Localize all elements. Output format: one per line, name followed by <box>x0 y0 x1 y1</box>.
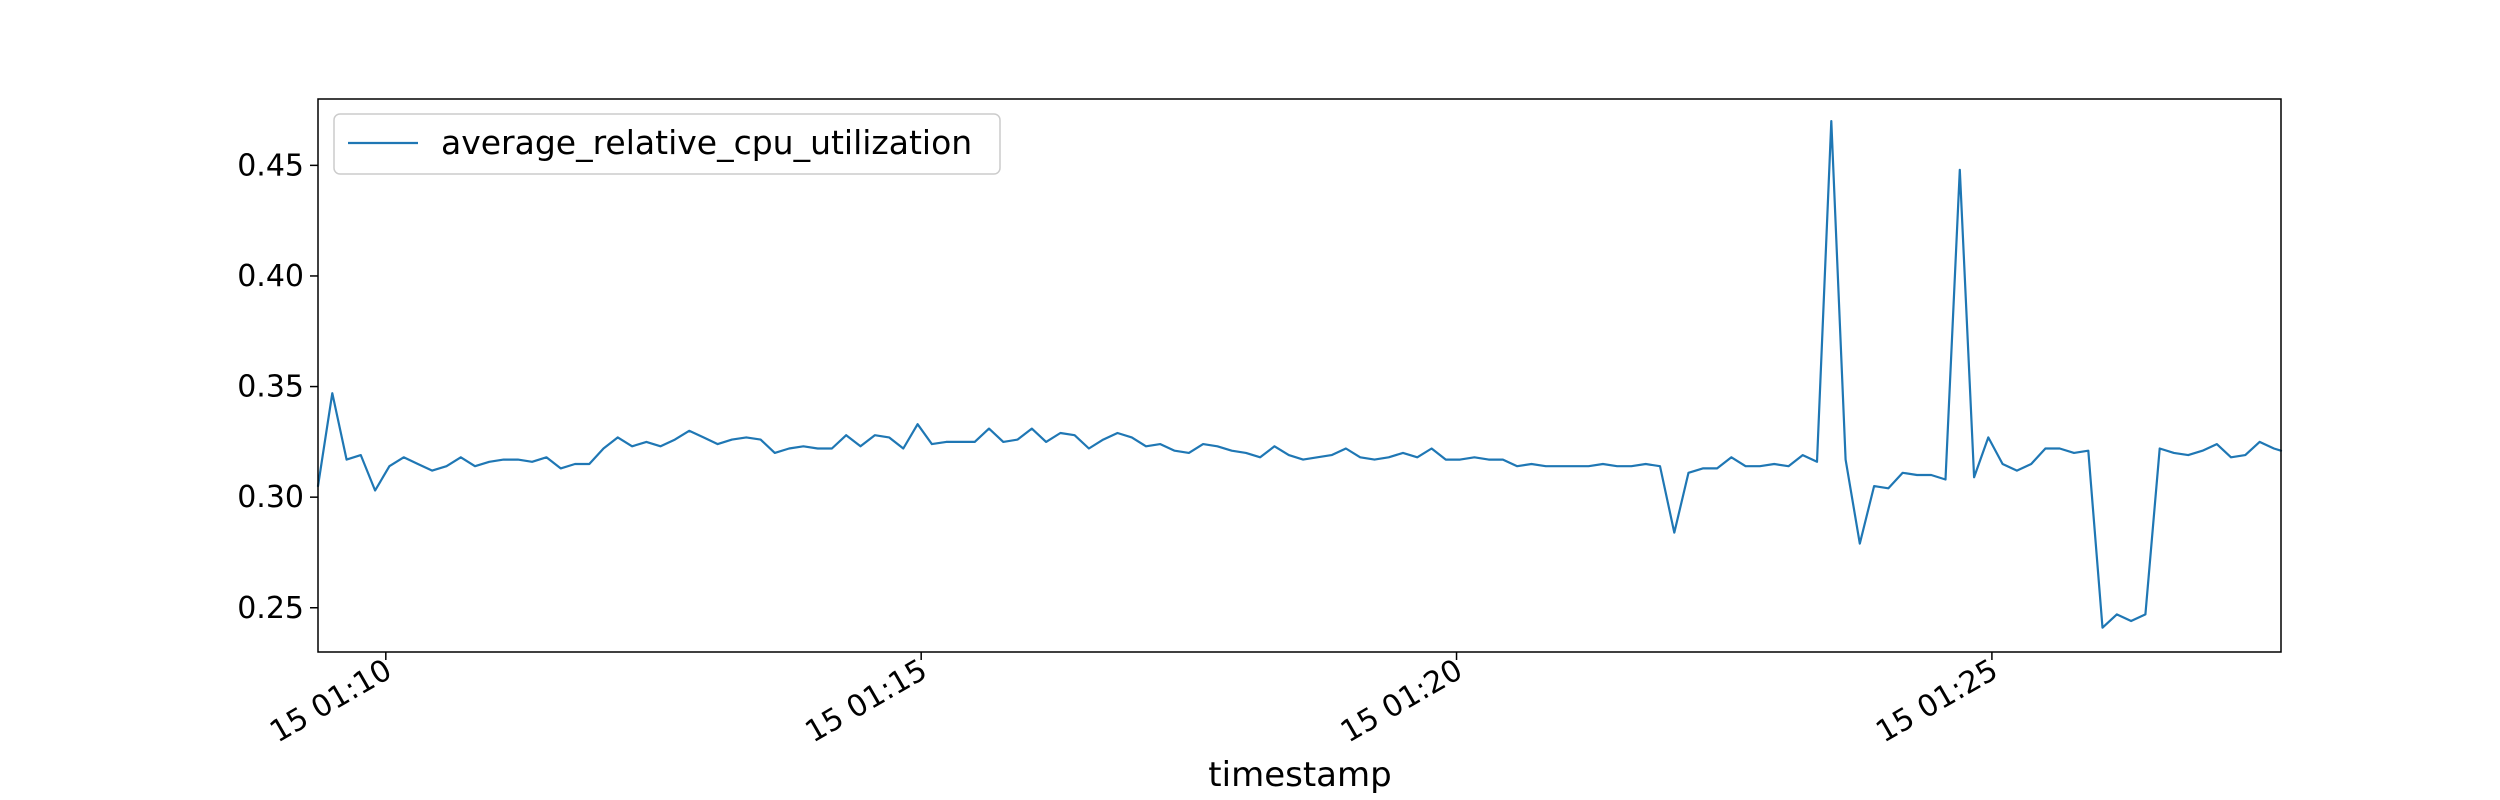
legend-box <box>333 113 1001 175</box>
y-tick-label: 0.35 <box>237 370 304 405</box>
plot-area <box>318 99 2281 652</box>
y-tick-label: 0.25 <box>237 591 304 626</box>
legend-label: average_relative_cpu_utilization <box>441 123 972 162</box>
x-axis-title: timestamp <box>1208 755 1391 795</box>
legend: average_relative_cpu_utilization <box>333 113 1001 175</box>
y-axis: 0.25 0.30 0.35 0.40 0.45 <box>237 148 318 626</box>
plot-frame <box>317 98 2282 653</box>
y-tick-label: 0.45 <box>237 148 304 183</box>
series-line-average_relative_cpu_utilization <box>316 119 2283 629</box>
y-tick-label: 0.30 <box>237 480 304 515</box>
y-tick-label: 0.40 <box>237 259 304 294</box>
